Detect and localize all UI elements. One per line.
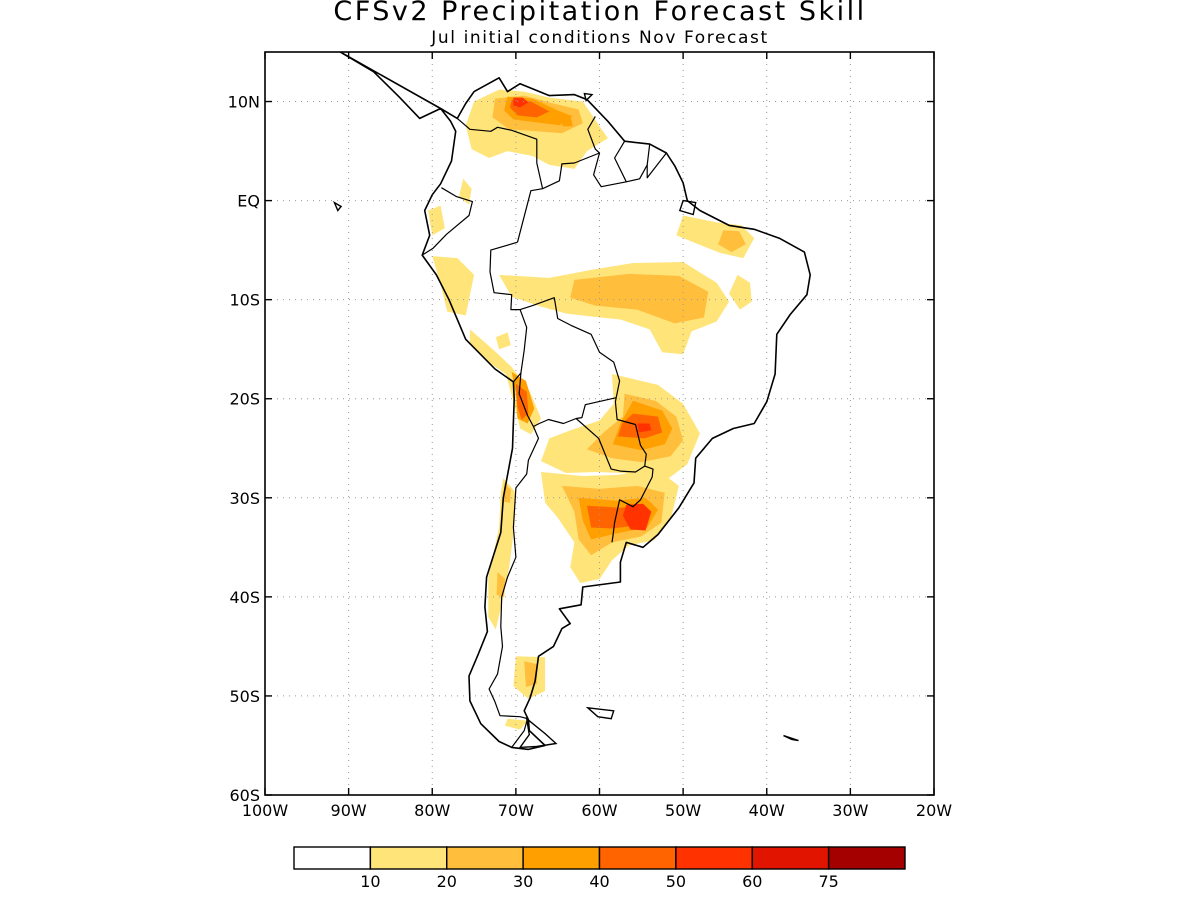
coastline-layer — [332, 52, 812, 751]
country-border-0 — [456, 117, 544, 243]
colorbar: 10 20 30 40 50 60 75 — [293, 846, 906, 891]
lat-tick-label-5: 40S — [229, 588, 260, 607]
country-border-3 — [626, 144, 651, 183]
island-outline-5 — [678, 199, 697, 216]
skill-region-12 — [428, 205, 445, 236]
skill-region-10 — [729, 274, 752, 310]
island-outline-2 — [783, 734, 799, 742]
lon-tick-label-4: 60W — [581, 801, 617, 820]
map-title: CFSv2 Precipitation Forecast Skill — [333, 0, 867, 27]
skill-region-26 — [488, 478, 516, 630]
country-border-10 — [488, 426, 540, 720]
colorbar-swatch-7 — [827, 846, 906, 870]
skill-region-11 — [432, 256, 475, 316]
lon-tick-label-3: 70W — [498, 801, 534, 820]
island-outline-0 — [518, 716, 558, 749]
lat-tick-label-2: 10S — [229, 291, 260, 310]
colorbar-level-label-2: 30 — [513, 872, 533, 891]
country-border-2 — [592, 140, 627, 188]
country-border-7 — [519, 297, 621, 398]
skill-region-30 — [524, 661, 538, 687]
lat-tick-label-3: 20S — [229, 390, 260, 409]
lat-tick-label-7: 60S — [229, 786, 260, 805]
colorbar-level-label-5: 60 — [742, 872, 762, 891]
lon-tick-label-0: 100W — [242, 801, 289, 820]
lat-tick-label-0: 10N — [228, 93, 260, 112]
skill-region-9 — [570, 273, 709, 324]
country-border-8 — [518, 372, 617, 428]
lon-tick-label-1: 90W — [331, 801, 367, 820]
country-border-9 — [575, 397, 647, 473]
lon-tick-label-2: 80W — [414, 801, 450, 820]
island-outline-3 — [332, 200, 343, 212]
island-outline-4 — [583, 92, 594, 102]
lon-tick-label-7: 30W — [832, 801, 868, 820]
lon-tick-label-6: 40W — [749, 801, 785, 820]
colorbar-swatch-2 — [446, 846, 524, 870]
colorbar-level-label-4: 50 — [666, 872, 686, 891]
colorbar-level-label-1: 20 — [437, 872, 457, 891]
colorbar-level-label-0: 10 — [360, 872, 380, 891]
lat-tick-label-6: 50S — [229, 687, 260, 706]
country-border-12 — [511, 718, 529, 748]
lat-tick-label-4: 30S — [229, 489, 260, 508]
skill-shading-layer — [428, 89, 755, 730]
colorbar-swatch-0 — [293, 846, 372, 870]
country-border-6 — [489, 241, 528, 383]
colorbar-swatch-1 — [369, 846, 448, 870]
colorbar-swatch-5 — [675, 846, 753, 870]
axis-ticks: 100W 90W 80W 70W 60W 50W 40W 30W 20W 10N EQ 10S 20S 3… — [228, 52, 952, 820]
colorbar-level-label-3: 40 — [589, 872, 609, 891]
skill-region-20 — [637, 423, 652, 433]
island-outline-1 — [585, 706, 615, 720]
colorbar-swatch-6 — [751, 846, 830, 870]
colorbar-swatch-4 — [598, 846, 677, 870]
lat-tick-label-1: EQ — [237, 192, 260, 211]
skill-region-33 — [495, 332, 511, 350]
colorbar-level-label-6: 75 — [818, 872, 838, 891]
colorbar-swatch-3 — [522, 846, 601, 870]
skill-region-4 — [513, 97, 529, 108]
skill-region-5 — [561, 115, 573, 127]
country-border-1 — [542, 116, 601, 190]
map-subtitle: Jul initial conditions Nov Forecast — [431, 28, 769, 48]
skill-region-7 — [718, 230, 746, 253]
skill-region-25 — [622, 503, 652, 531]
lon-tick-label-5: 50W — [665, 801, 701, 820]
lon-tick-label-8: 20W — [916, 801, 952, 820]
country-border-4 — [646, 152, 667, 179]
skill-region-6 — [676, 215, 755, 259]
country-border-5 — [421, 187, 473, 256]
country-border-11 — [611, 465, 654, 543]
